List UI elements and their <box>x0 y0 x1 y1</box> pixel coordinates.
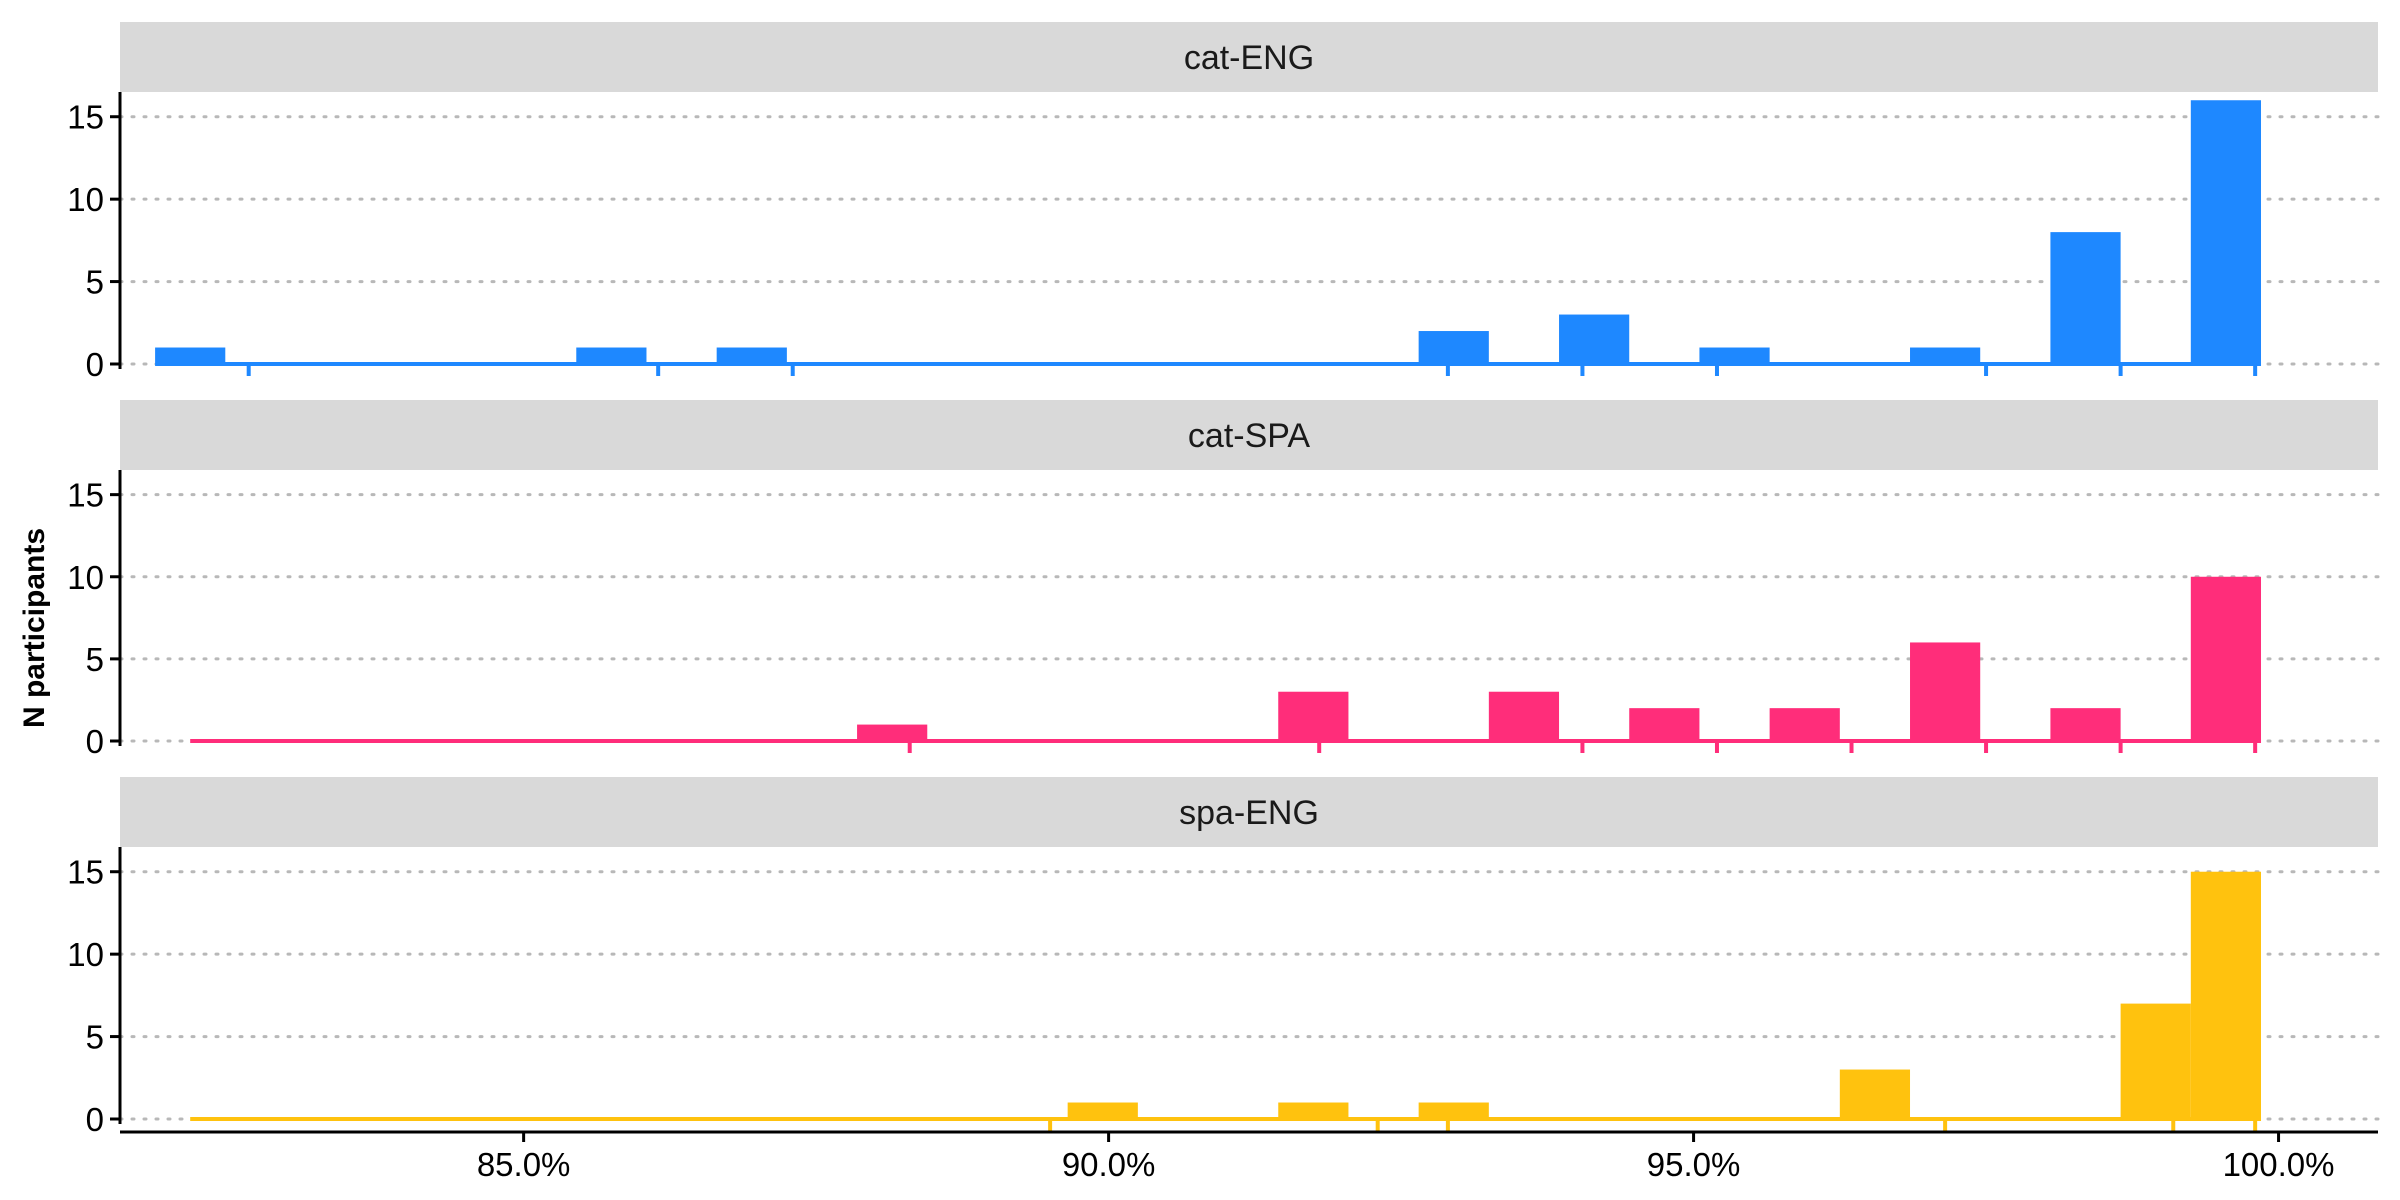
x-tick-label: 95.0% <box>1647 1146 1741 1183</box>
y-axis-title: N participants <box>18 528 51 728</box>
y-tick-label: 5 <box>86 1019 104 1056</box>
bar <box>2190 100 2262 366</box>
bar <box>1699 347 1770 366</box>
bar <box>2050 232 2121 366</box>
facet-cat-ENG: cat-ENG 0 5 10 15 <box>67 22 2380 383</box>
bar <box>155 347 226 366</box>
bar <box>2120 1003 2191 1121</box>
facet-strip-label: cat-SPA <box>1188 417 1311 455</box>
bar <box>2050 708 2121 743</box>
facet-spa-ENG: spa-ENG 0 5 10 15 <box>67 777 2380 1138</box>
facet-strip-label: cat-ENG <box>1184 39 1314 77</box>
y-tick-label: 10 <box>67 936 104 973</box>
bar <box>1418 1102 1489 1121</box>
bar <box>2190 576 2262 743</box>
facet-strip-label: spa-ENG <box>1179 794 1319 832</box>
bar <box>1910 347 1981 366</box>
facet-strip <box>120 777 2378 847</box>
y-tick-label: 0 <box>86 346 104 383</box>
bar <box>1067 1102 1138 1121</box>
y-tick-label: 15 <box>67 99 104 136</box>
bar <box>1278 1102 1349 1121</box>
bar <box>1418 331 1489 366</box>
y-tick-label: 15 <box>67 477 104 514</box>
y-tick-label: 10 <box>67 181 104 218</box>
bar <box>1629 708 1700 743</box>
y-tick-label: 5 <box>86 264 104 301</box>
y-tick-label: 10 <box>67 559 104 596</box>
bar <box>576 347 647 366</box>
y-tick-label: 5 <box>86 641 104 678</box>
bar <box>1769 708 1840 743</box>
facet-strip <box>120 22 2378 92</box>
bar <box>716 347 787 366</box>
x-axis: 85.0% 90.0% 95.0% 100.0% <box>120 1130 2378 1183</box>
bar <box>1278 691 1349 743</box>
x-tick-label: 90.0% <box>1062 1146 1156 1183</box>
facet-panels: cat-ENG 0 5 10 15 cat-SPA 0 5 10 15 spa-ENG 0 5 10 15 <box>67 22 2380 1138</box>
x-tick-label: 100.0% <box>2223 1146 2335 1183</box>
bar <box>1559 314 1630 366</box>
bar <box>1910 642 1981 743</box>
bar <box>1839 1069 1911 1121</box>
y-tick-label: 0 <box>86 723 104 760</box>
bar <box>2190 871 2262 1121</box>
x-tick-label: 85.0% <box>477 1146 571 1183</box>
facet-cat-SPA: cat-SPA 0 5 10 15 <box>67 400 2380 760</box>
facet-strip <box>120 400 2378 470</box>
y-tick-label: 0 <box>86 1101 104 1138</box>
bar <box>1488 691 1560 743</box>
y-tick-label: 15 <box>67 854 104 891</box>
bar <box>857 724 928 743</box>
